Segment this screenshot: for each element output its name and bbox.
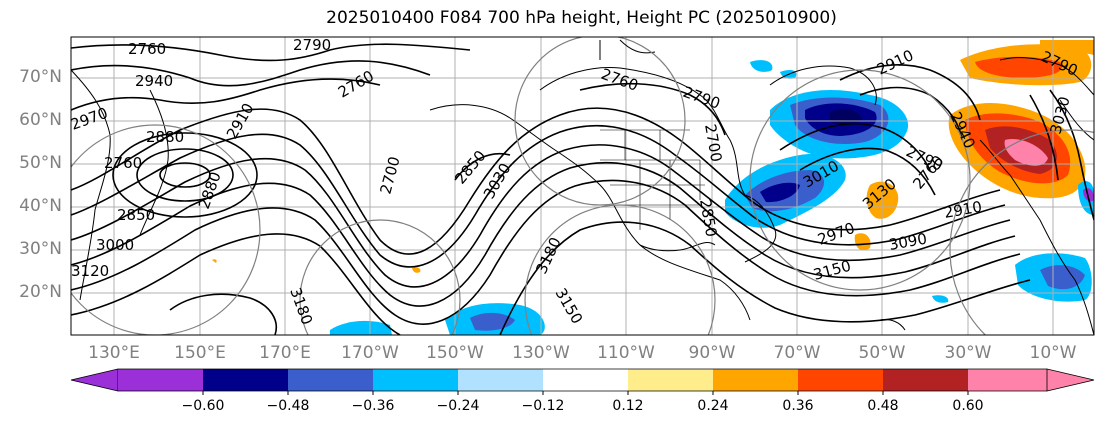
colorbar — [70, 368, 1095, 395]
contour-label: 2940 — [135, 72, 173, 90]
colorbar-tick-label: −0.12 — [521, 398, 565, 414]
lon-label: 170°W — [341, 343, 399, 363]
colorbar-tick-label: 0.24 — [697, 398, 729, 414]
colorbar-extend-low — [70, 368, 119, 392]
map-plot-area: 2760 2790 2940 2970 2880 2760 2850 3000 … — [71, 36, 1094, 335]
lat-label: 70°N — [19, 67, 62, 87]
height-contours — [71, 43, 1094, 335]
colorbar-bin — [203, 369, 288, 391]
contour-label: 2790 — [293, 36, 331, 54]
lon-label: 70°W — [773, 343, 821, 363]
contour-label: 2760 — [104, 154, 142, 172]
colorbar-tick-label: −0.60 — [181, 398, 225, 414]
lat-label: 40°N — [19, 196, 62, 216]
colorbar-bin — [798, 369, 883, 391]
lon-label: 150°W — [426, 343, 484, 363]
lat-label: 20°N — [19, 282, 62, 302]
contour-label: 3000 — [96, 236, 134, 254]
colorbar-tick-label: −0.48 — [266, 398, 310, 414]
colorbar-tick-label: −0.24 — [436, 398, 480, 414]
colorbar-tick-label: 0.60 — [952, 398, 984, 414]
colorbar-bin — [968, 369, 1047, 391]
contour-label: 2760 — [128, 40, 166, 58]
colorbar-bin — [543, 369, 628, 391]
colorbar-extend-high — [1046, 368, 1095, 392]
lon-label: 110°W — [597, 343, 655, 363]
lat-label: 30°N — [19, 239, 62, 259]
lon-label: 130°W — [512, 343, 570, 363]
contour-label: 3120 — [71, 262, 109, 280]
map-title: 2025010400 F084 700 hPa height, Height P… — [326, 8, 837, 28]
contour-label: 2880 — [146, 128, 184, 146]
lon-label: 150°E — [174, 343, 226, 363]
lon-label: 50°W — [858, 343, 906, 363]
anomaly-shading — [212, 40, 1094, 335]
colorbar-bin — [713, 369, 798, 391]
colorbar-tick-label: −0.36 — [351, 398, 395, 414]
lat-label: 60°N — [19, 110, 62, 130]
map-frame — [70, 36, 1095, 336]
lon-label: 130°E — [88, 343, 140, 363]
lon-label: 90°W — [688, 343, 736, 363]
colorbar-bin — [628, 369, 713, 391]
projection-arcs — [71, 37, 1094, 335]
colorbar-tick-label: 0.12 — [612, 398, 644, 414]
lon-label: 30°W — [944, 343, 992, 363]
colorbar-bin — [373, 369, 458, 391]
colorbar-bin — [118, 369, 203, 391]
colorbar-tick-label: 0.48 — [867, 398, 899, 414]
graticule — [71, 37, 1094, 335]
lon-label: 170°E — [259, 343, 311, 363]
lat-label: 50°N — [19, 153, 62, 173]
colorbar-bin — [458, 369, 543, 391]
colorbar-bin — [288, 369, 373, 391]
contour-label: 2850 — [117, 206, 155, 224]
colorbar-bin — [883, 369, 968, 391]
colorbar-tick-label: 0.36 — [782, 398, 814, 414]
lon-label: 10°W — [1029, 343, 1077, 363]
